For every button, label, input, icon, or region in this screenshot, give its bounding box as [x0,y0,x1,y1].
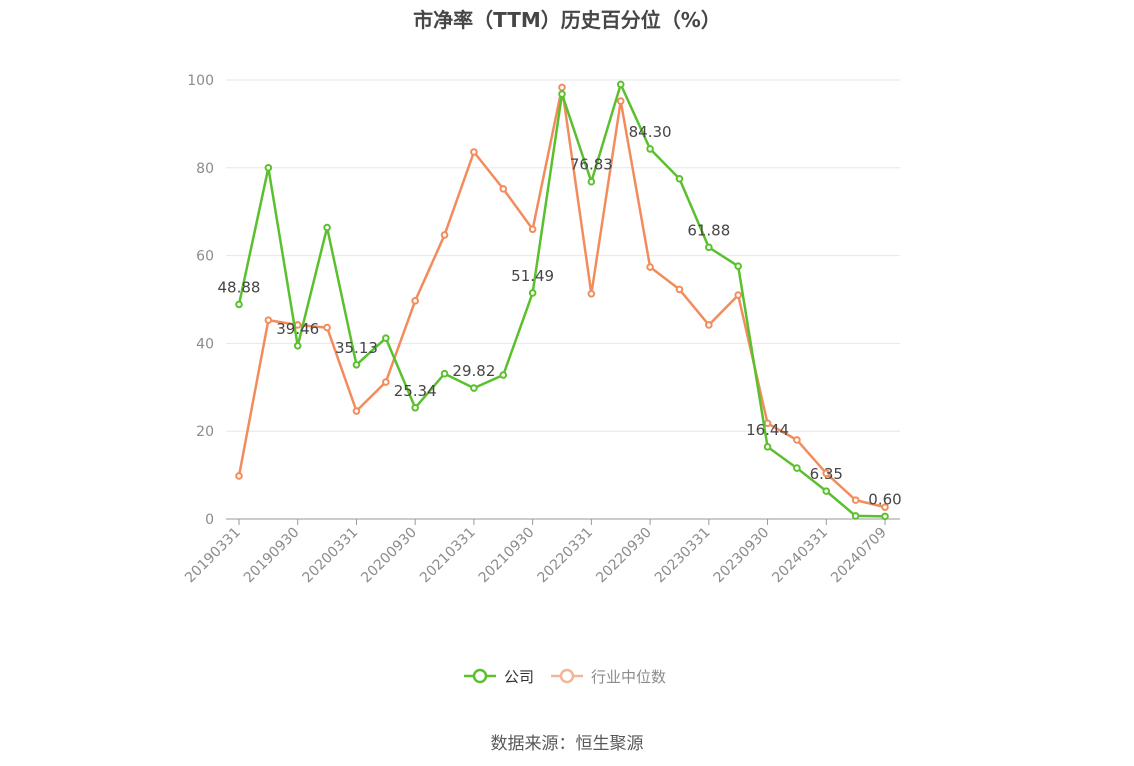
data-label: 39.46 [276,320,319,338]
data-point-company [470,384,478,392]
data-point-company [499,371,508,379]
source-note: 数据来源：恒生聚源 [490,734,644,754]
data-point-industry [382,378,390,386]
legend-marker-industry [559,668,575,684]
data-label: 61.88 [687,221,730,239]
data-point-industry [528,225,537,234]
legend-label-company: 公司 [504,668,534,686]
data-point-industry [411,297,419,305]
x-tick-label: 20220930 [593,525,655,587]
data-point-company [235,300,243,309]
data-label: 6.35 [810,465,843,483]
data-label: 29.82 [452,362,495,380]
x-tick-label: 20230930 [711,525,773,587]
x-tick-label: 20190930 [241,525,303,587]
x-tick-label: 20190331 [182,525,244,587]
data-point-company [382,334,390,342]
data-point-industry [675,285,684,294]
y-tick-label: 20 [196,424,214,440]
x-tick-label: 20240331 [769,525,831,587]
data-point-industry [323,323,331,332]
data-point-company [646,145,654,153]
data-point-industry [646,263,654,271]
data-label: 84.30 [629,123,672,141]
data-point-industry [440,231,449,239]
x-tick-label: 20220331 [534,525,596,587]
series-line-industry [237,86,886,509]
data-label: 25.34 [394,382,437,400]
data-point-industry [705,321,713,329]
y-tick-label: 40 [196,336,214,352]
y-tick-label: 100 [187,73,214,89]
data-point-company [705,243,713,252]
data-point-industry [734,291,742,299]
data-point-industry [822,469,831,478]
x-tick-label: 20210331 [417,525,479,587]
x-tick-label: 20210930 [476,525,538,587]
data-point-industry [793,436,801,444]
x-tick-label: 20240709 [828,525,890,587]
data-label: 76.83 [570,156,613,174]
data-point-company [881,512,889,521]
data-point-industry [558,83,566,92]
y-tick-label: 0 [205,512,214,528]
data-label: 48.88 [218,278,261,296]
y-tick-label: 80 [196,161,214,177]
data-point-industry [352,407,361,415]
data-point-industry [616,97,625,105]
data-point-industry [499,185,508,193]
y-tick-label: 60 [196,249,214,265]
data-point-company [616,80,625,89]
data-point-company [264,164,273,172]
data-point-company [734,262,742,270]
data-label: 16.44 [746,421,789,439]
data-point-company [793,464,801,472]
data-point-company [822,487,831,495]
data-point-company [851,512,860,520]
data-point-industry [851,496,860,504]
chart-title: 市净率（TTM）历史百分位（%） [413,8,721,32]
data-label: 0.60 [868,490,901,508]
data-point-industry [587,289,596,298]
data-point-industry [881,503,889,511]
data-point-company [293,341,302,350]
data-point-company [440,369,449,378]
data-label: 35.13 [335,339,378,357]
data-point-company [528,289,537,297]
x-tick-label: 20230331 [652,525,714,587]
data-point-company [352,360,361,369]
data-point-company [763,443,772,451]
series-line-company [237,83,886,518]
data-point-company [323,223,331,232]
data-point-company [587,177,596,186]
legend-marker-company [472,668,488,684]
x-tick-label: 20200930 [358,525,420,587]
data-label: 51.49 [511,267,554,285]
data-point-company [411,403,419,412]
data-point-industry [264,316,273,324]
data-point-industry [470,148,478,156]
legend-label-industry: 行业中位数 [591,668,666,686]
data-point-industry [235,472,243,480]
data-point-company [675,174,684,183]
x-tick-label: 20200331 [300,525,362,587]
data-point-company [558,90,566,98]
